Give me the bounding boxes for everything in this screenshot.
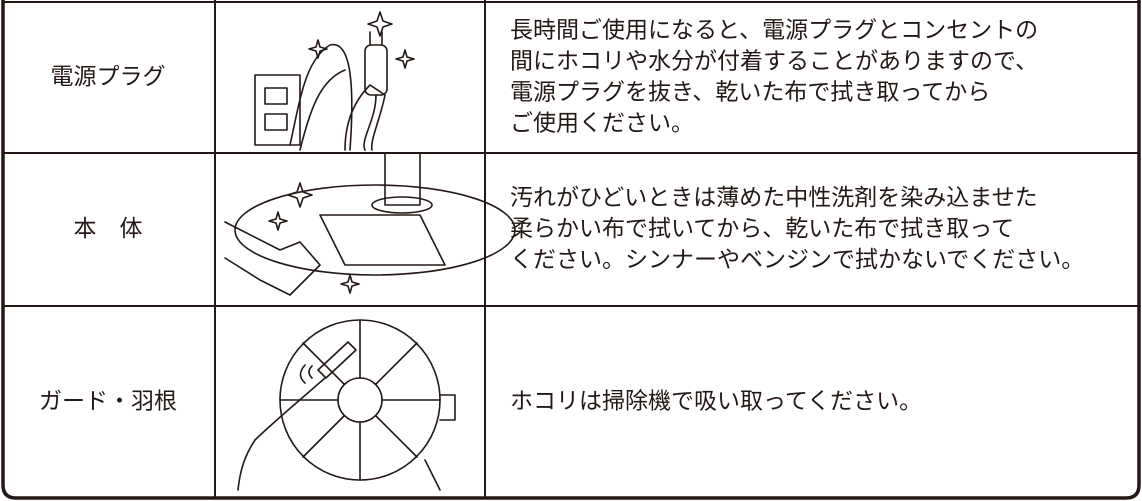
illustration-base: [224, 152, 516, 296]
illustration-plug: [254, 11, 415, 151]
row-label: 電源プラグ: [51, 64, 166, 90]
description-line: 電源プラグを抜き、乾いた布で拭き取ってから: [510, 80, 990, 106]
illustration-guard: [237, 319, 456, 491]
description-line: ご使用ください。: [510, 111, 694, 137]
description-line: ホコリは掃除機で吸い取ってください。: [510, 389, 922, 415]
description-line: 間にホコリや水分が付着することがありますので、: [510, 49, 1038, 75]
description-line: 汚れがひどいときは薄めた中性洗剤を染み込ませた: [510, 185, 1038, 211]
description-line: 柔らかい布で拭いてから、乾いた布で拭き取って: [510, 216, 1014, 242]
description-line: 長時間ご使用になると、電源プラグとコンセントの: [510, 18, 1038, 44]
description-line: ください。シンナーやベンジンで拭かないでください。: [510, 247, 1084, 273]
row-label: 本 体: [74, 216, 143, 242]
row-label: ガード・羽根: [39, 389, 177, 415]
